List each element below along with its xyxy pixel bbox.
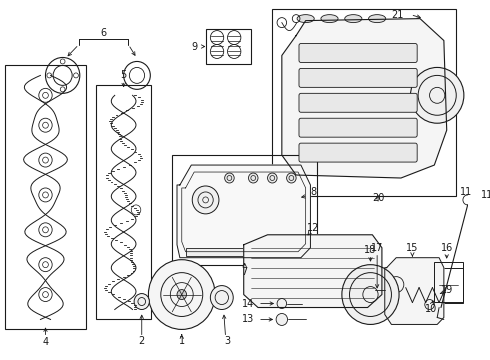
Circle shape bbox=[277, 298, 287, 309]
Text: 1: 1 bbox=[179, 336, 185, 346]
Text: 6: 6 bbox=[100, 28, 107, 37]
Text: 17: 17 bbox=[371, 243, 383, 253]
Text: 2: 2 bbox=[139, 336, 145, 346]
Text: 3: 3 bbox=[224, 336, 231, 346]
Text: 11: 11 bbox=[481, 190, 490, 200]
Ellipse shape bbox=[345, 15, 362, 23]
FancyBboxPatch shape bbox=[299, 68, 417, 87]
Text: 18: 18 bbox=[365, 245, 377, 255]
Text: 13: 13 bbox=[243, 314, 255, 324]
Text: 7: 7 bbox=[242, 267, 248, 276]
Text: 16: 16 bbox=[441, 243, 453, 253]
Polygon shape bbox=[177, 165, 311, 258]
Ellipse shape bbox=[368, 15, 386, 23]
Text: 10: 10 bbox=[425, 305, 438, 315]
FancyBboxPatch shape bbox=[299, 143, 417, 162]
Bar bbox=[5, 66, 86, 329]
Text: 11: 11 bbox=[460, 187, 472, 197]
Polygon shape bbox=[385, 258, 444, 324]
Text: 15: 15 bbox=[406, 243, 418, 253]
Text: 12: 12 bbox=[307, 223, 319, 233]
Bar bbox=[186, 248, 306, 256]
Circle shape bbox=[248, 173, 258, 183]
FancyBboxPatch shape bbox=[299, 118, 417, 137]
Text: 14: 14 bbox=[243, 298, 255, 309]
Text: 4: 4 bbox=[43, 337, 49, 347]
Ellipse shape bbox=[297, 15, 314, 23]
FancyBboxPatch shape bbox=[299, 44, 417, 62]
Circle shape bbox=[177, 289, 187, 300]
Bar bbox=[434, 262, 463, 302]
Text: 21: 21 bbox=[391, 10, 403, 20]
Bar bbox=[272, 9, 456, 196]
Circle shape bbox=[192, 186, 219, 214]
Ellipse shape bbox=[321, 15, 338, 23]
Circle shape bbox=[342, 265, 399, 324]
Bar bbox=[206, 28, 251, 64]
Polygon shape bbox=[244, 235, 382, 307]
FancyBboxPatch shape bbox=[299, 93, 417, 112]
Circle shape bbox=[210, 285, 233, 310]
Circle shape bbox=[287, 173, 296, 183]
Text: 19: 19 bbox=[441, 284, 453, 294]
Text: 5: 5 bbox=[121, 71, 127, 80]
Circle shape bbox=[268, 173, 277, 183]
Circle shape bbox=[148, 260, 215, 329]
Circle shape bbox=[134, 293, 149, 310]
Text: 20: 20 bbox=[372, 193, 384, 203]
Text: 9: 9 bbox=[192, 41, 198, 51]
Polygon shape bbox=[282, 19, 447, 178]
Circle shape bbox=[411, 67, 464, 123]
Circle shape bbox=[224, 173, 234, 183]
Bar bbox=[172, 155, 317, 265]
Circle shape bbox=[276, 314, 288, 325]
Bar bbox=[432, 268, 463, 302]
Bar bbox=[96, 85, 151, 319]
Text: 8: 8 bbox=[310, 187, 317, 197]
